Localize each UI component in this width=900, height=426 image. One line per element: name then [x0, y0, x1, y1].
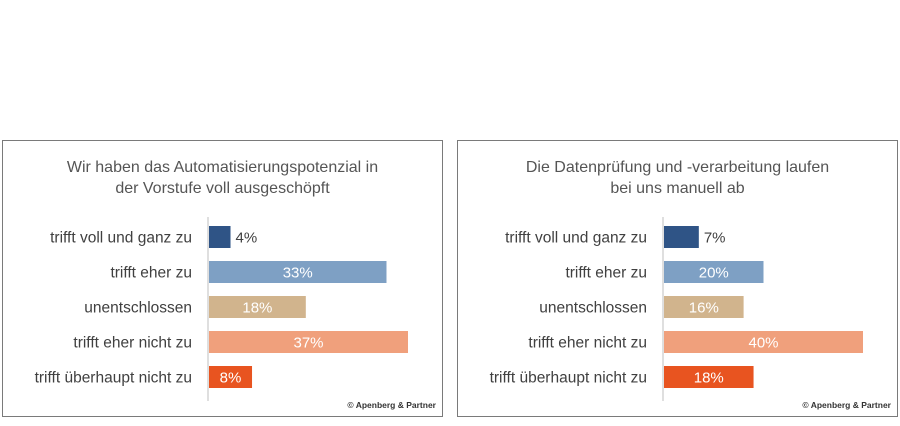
bar-value-label: 18% [694, 370, 724, 387]
chart-title-line-2: der Vorstufe voll ausgeschöpft [115, 180, 330, 197]
bar-value-label: 16% [689, 300, 719, 317]
category-label: trifft eher zu [110, 265, 192, 282]
chart-panel-left: Wir haben das Automatisierungspotenzial … [2, 140, 443, 417]
category-label: unentschlossen [539, 300, 647, 317]
category-label: trifft eher zu [565, 265, 647, 282]
chart-title-line-1: Wir haben das Automatisierungspotenzial … [66, 159, 379, 176]
bar-value-label: 7% [704, 230, 726, 247]
bar-value-label: 20% [699, 265, 729, 282]
bar [209, 226, 231, 248]
chart-title: Die Datenprüfung und -verarbeitung laufe… [458, 157, 897, 199]
bar [209, 296, 306, 318]
chart-title: Wir haben das Automatisierungspotenzial … [3, 157, 442, 199]
bar [209, 331, 408, 353]
chart-title-line-1: Die Datenprüfung und -verarbeitung laufe… [525, 159, 830, 176]
bar-value-label: 8% [220, 370, 242, 387]
bar-value-label: 33% [283, 265, 313, 282]
copyright-credit: © Apenberg & Partner [802, 400, 891, 410]
category-label: trifft eher nicht zu [528, 335, 647, 352]
chart-title-line-2: bei uns manuell ab [610, 180, 745, 197]
bar [209, 366, 253, 388]
copyright-credit: © Apenberg & Partner [347, 400, 436, 410]
category-label: trifft voll und ganz zu [505, 230, 647, 247]
bar-value-label: 18% [242, 300, 272, 317]
bar-chart-right: trifft voll und ganz zu 7% trifft eher zu 2… [490, 217, 863, 401]
category-label: trifft überhaupt nicht zu [490, 370, 647, 387]
category-label: unentschlossen [84, 300, 192, 317]
bar-value-label: 40% [748, 335, 778, 352]
category-label: trifft voll und ganz zu [50, 230, 192, 247]
bar [664, 296, 744, 318]
bar [664, 226, 699, 248]
category-label: trifft überhaupt nicht zu [35, 370, 192, 387]
bar [664, 366, 754, 388]
bar [664, 261, 764, 283]
chart-panel-right: Die Datenprüfung und -verarbeitung laufe… [457, 140, 898, 417]
bar [664, 331, 863, 353]
bar [209, 261, 387, 283]
bar-chart-left: trifft voll und ganz zu 4% trifft eher zu 3… [35, 217, 408, 401]
bar-value-label: 37% [293, 335, 323, 352]
bar-value-label: 4% [236, 230, 258, 247]
category-label: trifft eher nicht zu [73, 335, 192, 352]
